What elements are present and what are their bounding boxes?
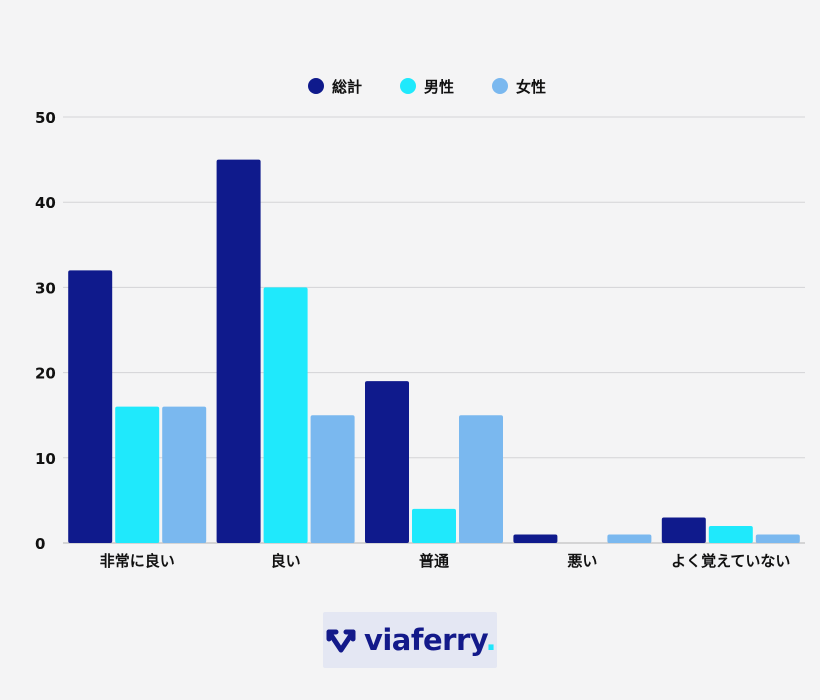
bar — [216, 159, 261, 543]
bars — [68, 159, 800, 543]
y-tick-label: 40 — [35, 194, 56, 212]
bar — [708, 525, 753, 543]
viaferry-logo-text: viaferry. — [363, 623, 497, 657]
x-tick-label: 非常に良い — [100, 552, 175, 570]
x-tick-label: 悪い — [567, 552, 597, 570]
legend: 総計 男性 女性 — [308, 78, 546, 96]
bar — [513, 534, 558, 543]
legend-label: 男性 — [424, 78, 454, 96]
bar — [263, 287, 308, 543]
x-axis-tick-labels: 非常に良い 良い 普通 悪い よく覚えていない — [100, 552, 791, 570]
bar — [755, 534, 800, 543]
bar — [68, 270, 113, 543]
legend-marker — [400, 78, 416, 94]
legend-label: 総計 — [332, 78, 362, 96]
bar — [365, 381, 409, 543]
bar — [607, 534, 652, 543]
bar — [412, 508, 456, 543]
viaferry-logo: viaferry. — [323, 612, 497, 668]
bar-chart: 0 10 20 30 40 50 非常に良い 良い 普通 悪い よく覚えていない 総計 男性 女性 — [35, 78, 805, 570]
bar — [459, 415, 503, 543]
y-tick-label: 20 — [35, 365, 56, 383]
bar — [162, 406, 207, 543]
x-tick-label: 普通 — [419, 552, 449, 570]
bar — [310, 415, 355, 543]
y-tick-label: 0 — [35, 535, 45, 553]
legend-marker — [308, 78, 324, 94]
legend-label: 女性 — [516, 78, 546, 96]
x-tick-label: よく覚えていない — [671, 552, 790, 570]
y-tick-label: 10 — [35, 450, 56, 468]
bar — [115, 406, 160, 543]
y-tick-label: 50 — [35, 109, 56, 127]
legend-marker — [492, 78, 508, 94]
y-axis-tick-labels: 0 10 20 30 40 50 — [35, 109, 56, 553]
bar — [661, 517, 706, 543]
y-tick-label: 30 — [35, 279, 56, 297]
viaferry-arrows-logo-icon — [326, 629, 356, 653]
x-tick-label: 良い — [271, 552, 301, 570]
